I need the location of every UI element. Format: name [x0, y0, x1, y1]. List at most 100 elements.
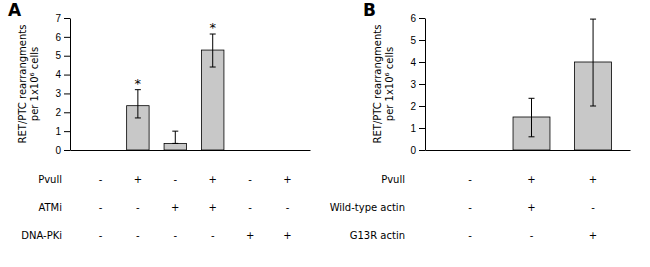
- y-tick: 0: [410, 145, 425, 156]
- error-bar-cap: [529, 98, 535, 99]
- plot-area: [513, 19, 612, 150]
- y-tick-label: 3: [55, 88, 61, 99]
- table-cell: -: [99, 174, 103, 185]
- error-bar-line: [137, 90, 138, 118]
- y-tick-label: 6: [410, 13, 416, 24]
- y-tick: 3: [410, 79, 425, 90]
- error-bar: [172, 131, 178, 143]
- figure: 0 1 2 3 4 5 6 7 RET/PTC rearrangmentsper 1x10⁶ c…: [0, 0, 650, 267]
- y-tick-mark: [419, 128, 425, 129]
- bar: [451, 150, 488, 151]
- table-cell: -: [173, 230, 177, 241]
- error-bar: [529, 98, 535, 137]
- table-cell: +: [527, 174, 535, 185]
- table-cell: +: [171, 202, 179, 213]
- table-cell: +: [589, 230, 597, 241]
- error-bar-cap: [135, 117, 141, 118]
- panel: 0 1 2 3 4 5 6 7 RET/PTC rearrangmentsper 1x10⁶ c…: [8, 0, 311, 241]
- table-cell: -: [99, 230, 103, 241]
- table-cell: +: [283, 174, 291, 185]
- y-axis-line: [425, 19, 426, 151]
- x-axis-line: [426, 150, 631, 151]
- table-cell: -: [591, 202, 595, 213]
- table-cell: +: [246, 230, 254, 241]
- error-bar-cap: [529, 136, 535, 137]
- y-tick: 2: [410, 101, 425, 112]
- table-row-label: Pvull: [38, 174, 62, 185]
- y-tick-label: 4: [410, 57, 416, 68]
- error-bar-cap: [172, 143, 178, 144]
- y-axis-title: RET/PTC rearrangmentsper 1x10⁶ cells: [372, 25, 395, 144]
- error-bar: [135, 90, 141, 118]
- table-cell: -: [173, 174, 177, 185]
- y-tick: 5: [410, 35, 425, 46]
- y-tick: 5: [55, 50, 70, 61]
- panel: 0 1 2 3 4 5 6 RET/PTC rearrangmentsper 1x10⁶ ce…: [330, 0, 631, 241]
- annotation: *: [135, 76, 142, 91]
- table-cell: -: [468, 174, 472, 185]
- y-tick-mark: [419, 84, 425, 85]
- y-tick-mark: [419, 150, 425, 151]
- y-axis-title: RET/PTC rearrangmentsper 1x10⁶ cells: [17, 25, 40, 144]
- plot-area: [127, 34, 224, 150]
- y-tick-mark: [64, 75, 70, 76]
- error-bar-cap: [590, 19, 596, 20]
- y-tick: 1: [55, 126, 70, 137]
- annotation: *: [209, 20, 216, 35]
- x-axis-line: [71, 150, 311, 151]
- y-tick-label: 3: [410, 79, 416, 90]
- y-tick: 7: [55, 13, 70, 24]
- y-tick-mark: [64, 131, 70, 132]
- error-bar: [590, 19, 596, 106]
- y-tick-label: 0: [410, 145, 416, 156]
- table-cell: -: [468, 230, 472, 241]
- table-cell: +: [134, 174, 142, 185]
- table-cell: -: [136, 202, 140, 213]
- bar: [89, 150, 111, 151]
- y-tick: 2: [55, 107, 70, 118]
- error-bar-line: [212, 34, 213, 67]
- y-tick-mark: [419, 62, 425, 63]
- y-tick-mark: [64, 18, 70, 19]
- y-tick-label: 6: [55, 32, 61, 43]
- y-tick-mark: [64, 37, 70, 38]
- table-cell: -: [211, 230, 215, 241]
- panel-label: B: [363, 0, 376, 20]
- y-tick: 6: [55, 32, 70, 43]
- table-cell: +: [283, 230, 291, 241]
- y-axis-line: [70, 19, 71, 151]
- bar: [276, 150, 298, 151]
- table-cell: -: [286, 202, 290, 213]
- y-tick-label: 2: [410, 101, 416, 112]
- error-bar-line: [175, 131, 176, 143]
- error-bar-line: [531, 98, 532, 137]
- y-tick-mark: [64, 93, 70, 94]
- y-tick-mark: [419, 106, 425, 107]
- y-tick: 1: [410, 123, 425, 134]
- table-cell: -: [530, 230, 534, 241]
- y-tick-label: 7: [55, 13, 61, 24]
- x-axis: [426, 150, 631, 151]
- y-tick-label: 4: [55, 69, 61, 80]
- table-cell: -: [136, 230, 140, 241]
- table-cell: +: [209, 174, 217, 185]
- panel-label: A: [8, 0, 22, 20]
- error-bar: [210, 34, 216, 67]
- error-bar-cap: [590, 106, 596, 107]
- y-tick: 3: [55, 88, 70, 99]
- x-axis: [71, 150, 311, 151]
- y-tick-label: 0: [55, 145, 61, 156]
- table-row-label: ATMi: [38, 202, 62, 213]
- y-tick: 0: [55, 145, 70, 156]
- bar: [164, 143, 186, 150]
- y-tick: 4: [55, 69, 70, 80]
- y-tick-label: 1: [55, 126, 61, 137]
- table-row-label: G13R actin: [350, 230, 405, 241]
- table-row-label: DNA-PKi: [21, 230, 62, 241]
- y-axis: 0 1 2 3 4 5 6 7: [55, 13, 70, 156]
- y-tick-mark: [64, 150, 70, 151]
- y-tick: 4: [410, 57, 425, 68]
- error-bar-cap: [172, 131, 178, 132]
- y-axis: 0 1 2 3 4 5 6: [410, 13, 425, 156]
- table-cell: +: [589, 174, 597, 185]
